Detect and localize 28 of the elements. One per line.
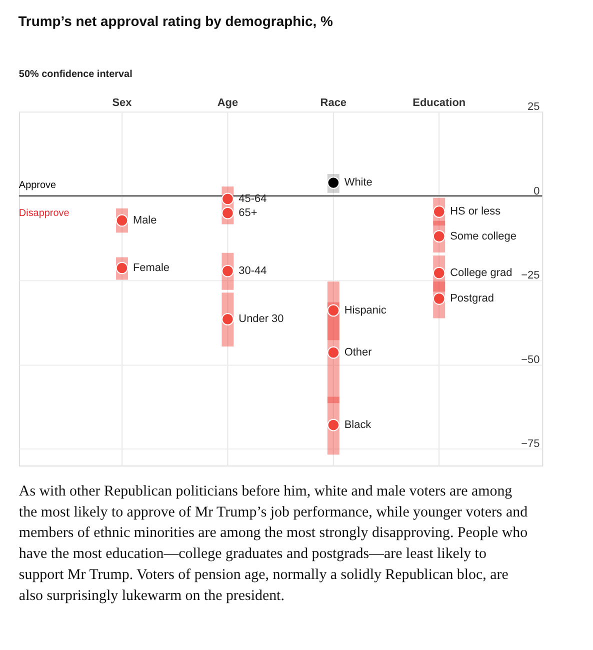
text: 50% confidence interval bbox=[18, 68, 133, 80]
annotation: Disapprove bbox=[18, 208, 70, 219]
series-label: Hispanic bbox=[344, 304, 387, 316]
y-tick-label: −25 bbox=[521, 270, 540, 282]
series-label: 65+ bbox=[238, 207, 258, 220]
x-tick-label: Race bbox=[320, 97, 346, 110]
series-label: Other bbox=[344, 346, 372, 359]
x-tick-label: Education bbox=[412, 97, 466, 110]
x-tick-label: Sex bbox=[112, 97, 133, 110]
series-label: College grad bbox=[450, 267, 512, 280]
annotation: Approve bbox=[18, 180, 56, 191]
chart-title: Trump’s net approval rating by demographic, % bbox=[18, 12, 334, 29]
series-label: Male bbox=[132, 214, 157, 226]
series-label: HS or less bbox=[450, 206, 502, 218]
y-tick-label: −50 bbox=[521, 354, 540, 366]
series-label: Black bbox=[344, 419, 372, 432]
series-label: 45-64 bbox=[238, 192, 267, 205]
series-label: Female bbox=[132, 262, 170, 274]
y-tick-label: 25 bbox=[527, 101, 540, 114]
y-tick-label: −75 bbox=[521, 438, 540, 450]
series-label: Under 30 bbox=[238, 313, 284, 326]
y-tick-label: 0 bbox=[534, 185, 540, 198]
series-label: 30-44 bbox=[238, 265, 267, 278]
series-label: White bbox=[344, 176, 372, 189]
text: As with other Republican politicians before him, white and male voters are among the most likely to approve of Mr Trump’s job performance, while younger voters and members of ethnic minorities are among the most strongly disapproving. People who have the most education—college graduates and postgrads—are least likely to support Mr Trump. Voters of pension age, normally a solidly Republican bloc, are also surprisingly lukewarm on the president. bbox=[18, 483, 528, 604]
series-label: Postgrad bbox=[450, 292, 494, 305]
x-tick-label: Age bbox=[217, 97, 238, 110]
series-label: Some college bbox=[450, 230, 516, 242]
